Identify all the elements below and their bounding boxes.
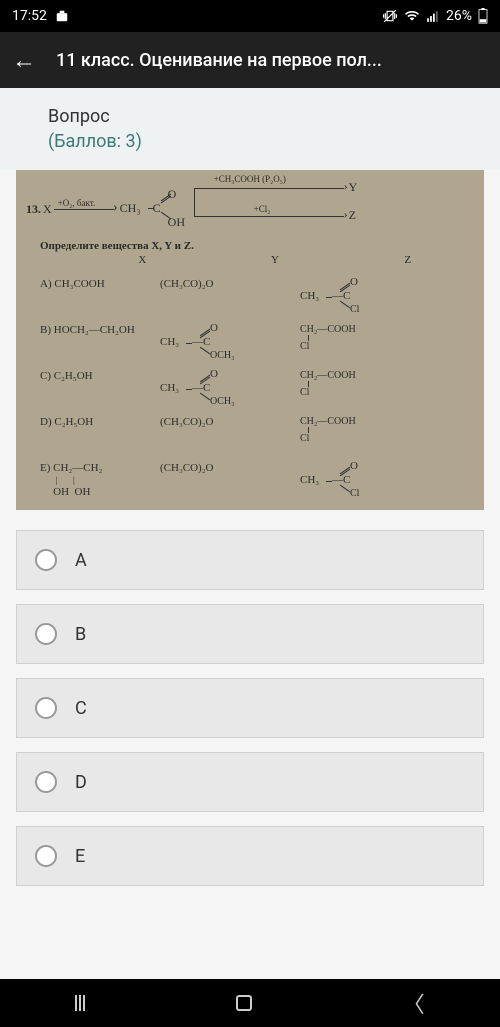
option-label: C xyxy=(75,698,87,719)
app-header: ← 11 класс. Оценивание на первое пол... xyxy=(0,32,500,88)
column-headers: X Y Z xyxy=(76,254,474,266)
table-row: E) CH₂—CH₂ | |OH OH(CH₃CO)₂OCH₃—COCl xyxy=(40,450,474,494)
question-points: (Баллов: 3) xyxy=(0,131,500,170)
option-e[interactable]: E xyxy=(16,826,484,886)
option-label: E xyxy=(75,846,85,867)
back-arrow-icon[interactable]: ← xyxy=(12,46,36,75)
nav-home-icon[interactable] xyxy=(236,995,252,1011)
android-nav-bar: 〈 xyxy=(0,979,500,1027)
option-label: B xyxy=(75,624,86,645)
header-title: 11 класс. Оценивание на первое пол... xyxy=(56,50,488,71)
option-label: D xyxy=(75,772,87,793)
option-d[interactable]: D xyxy=(16,752,484,812)
branch-top-label: +CH₃COOH (P₂O₅) xyxy=(214,174,286,184)
col-z: Z xyxy=(341,254,474,266)
battery-pct: 26% xyxy=(446,8,472,24)
content-area: Вопрос (Баллов: 3) 13. X +O₂, бакт. CH₃ … xyxy=(0,88,500,886)
nav-back-icon[interactable]: 〈 xyxy=(403,987,425,1019)
table-row: D) C₂H₅OH(CH₃CO)₂OCH₂—COOHCl xyxy=(40,404,474,448)
radio-icon xyxy=(35,845,57,867)
species-x: X xyxy=(43,202,52,217)
option-label: A xyxy=(75,550,87,571)
question-number: 13. xyxy=(26,202,41,217)
battery-icon xyxy=(478,8,488,24)
chemistry-image: 13. X +O₂, бакт. CH₃ C O OH +CH₃COOH (P₂… xyxy=(16,170,484,510)
screenshot-icon xyxy=(55,8,69,24)
col-x: X xyxy=(76,254,209,266)
acetic-acid-struct: CH₃ C O OH xyxy=(120,189,190,229)
option-b[interactable]: B xyxy=(16,604,484,664)
branch-bot-label: +Cl₂ xyxy=(254,204,271,214)
arrow-1-label: +O₂, бакт. xyxy=(58,198,96,208)
table-row: A) CH₃COOH(CH₃CO)₂OCH₃—COCl xyxy=(40,266,474,310)
table-row: C) C₂H₅OHCH₃—COOCH₃CH₂—COOHCl xyxy=(40,358,474,402)
status-bar: 17:52 26% xyxy=(0,0,500,32)
wifi-icon xyxy=(404,8,420,24)
radio-icon xyxy=(35,623,57,645)
vibrate-icon xyxy=(382,8,398,24)
reaction-branch: +CH₃COOH (P₂O₅) Y +Cl₂ Z xyxy=(194,184,394,234)
option-c[interactable]: C xyxy=(16,678,484,738)
question-label: Вопрос xyxy=(0,88,500,131)
answer-table: A) CH₃COOH(CH₃CO)₂OCH₃—COClB) HOCH₂—CH₂O… xyxy=(40,266,474,494)
radio-icon xyxy=(35,697,57,719)
option-a[interactable]: A xyxy=(16,530,484,590)
nav-recent-icon[interactable] xyxy=(75,995,85,1011)
determine-text: Определите вещества X, Y и Z. xyxy=(40,240,474,252)
arrow-1: +O₂, бакт. xyxy=(54,209,114,210)
signal-icon xyxy=(426,8,440,24)
radio-icon xyxy=(35,549,57,571)
status-time: 17:52 xyxy=(12,8,47,24)
col-y: Y xyxy=(209,254,342,266)
table-row: B) HOCH₂—CH₂OHCH₃—COOCH₃CH₂—COOHCl xyxy=(40,312,474,356)
options-list: A B C D E xyxy=(16,530,484,886)
species-z: Z xyxy=(349,208,356,223)
radio-icon xyxy=(35,771,57,793)
species-y: Y xyxy=(349,180,358,195)
